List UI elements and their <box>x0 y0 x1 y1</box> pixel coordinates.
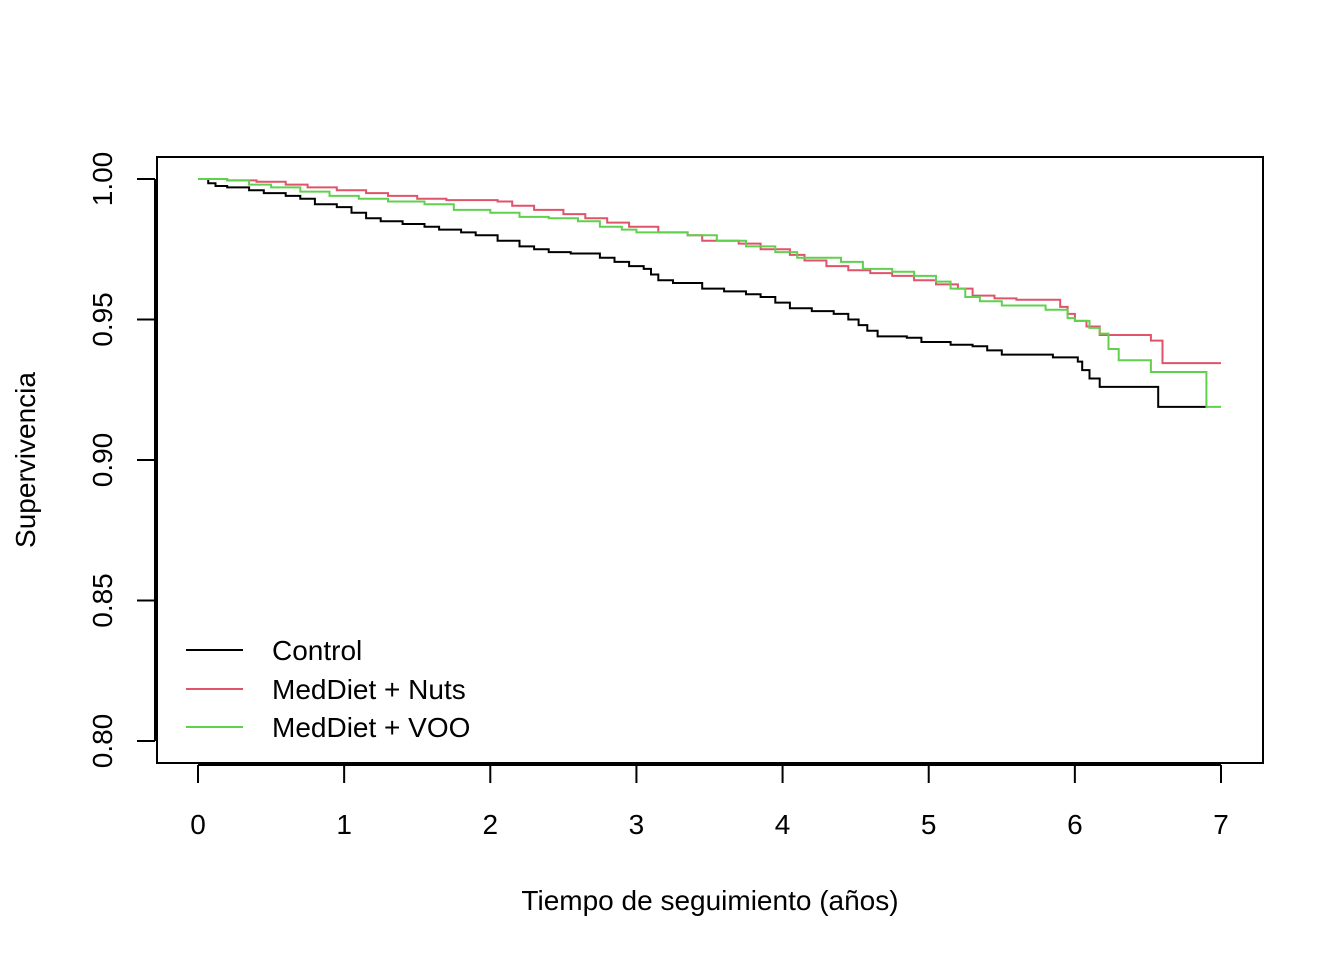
y-axis: 0.80 0.85 0.90 0.95 1.00 <box>87 152 156 769</box>
x-tick-label: 1 <box>336 809 352 840</box>
y-tick-label: 0.95 <box>87 292 118 347</box>
legend-label: MedDiet + Nuts <box>272 674 466 705</box>
legend-label: MedDiet + VOO <box>272 712 470 743</box>
legend: Control MedDiet + Nuts MedDiet + VOO <box>186 635 470 743</box>
legend-label: Control <box>272 635 362 666</box>
y-tick-label: 0.90 <box>87 433 118 488</box>
series-line-meddiet-voo <box>198 178 1221 408</box>
series-line-meddiet-nuts <box>198 178 1221 365</box>
x-axis: 0 1 2 3 4 5 6 7 <box>190 764 1229 840</box>
y-tick-label: 0.80 <box>87 714 118 769</box>
y-axis-label: Supervivencia <box>10 372 41 548</box>
x-tick-label: 7 <box>1213 809 1229 840</box>
series-line-control <box>198 178 1207 408</box>
x-tick-label: 4 <box>775 809 791 840</box>
y-tick-label: 1.00 <box>87 152 118 207</box>
y-tick-label: 0.85 <box>87 573 118 628</box>
x-tick-label: 5 <box>921 809 937 840</box>
series-layer <box>198 178 1221 408</box>
x-tick-label: 3 <box>629 809 645 840</box>
x-tick-label: 2 <box>482 809 498 840</box>
x-tick-label: 6 <box>1067 809 1083 840</box>
plot-frame <box>156 156 1264 764</box>
x-tick-label: 0 <box>190 809 206 840</box>
x-axis-label: Tiempo de seguimiento (años) <box>521 885 898 916</box>
